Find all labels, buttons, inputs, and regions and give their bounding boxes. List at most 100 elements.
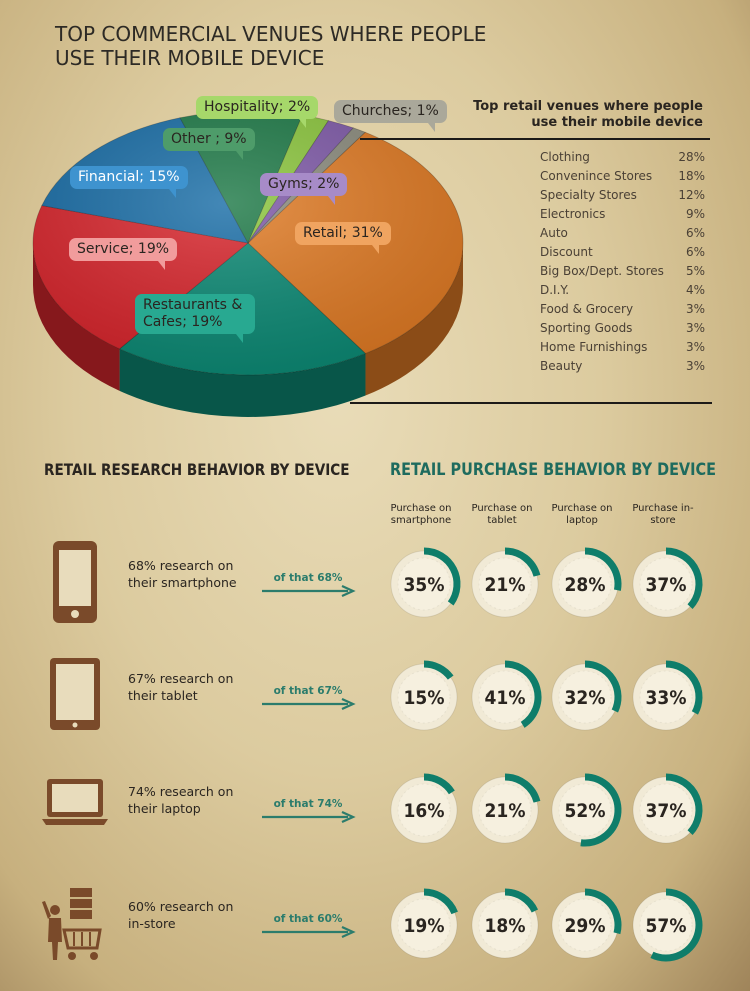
- donut-center: [558, 557, 612, 611]
- purchase-donut: 19%: [390, 888, 458, 959]
- research-text: 74% research on their laptop: [128, 784, 234, 816]
- retail-table-top-rule: [360, 138, 710, 140]
- retail-label: Home Furnishings: [540, 340, 648, 354]
- retail-row: Home Furnishings 3%: [540, 338, 705, 357]
- of-that-label: of that 74%: [273, 798, 343, 810]
- donut-arc: [665, 660, 703, 715]
- purchase-donut: 35%: [390, 547, 461, 618]
- retail-value: 6%: [685, 245, 705, 259]
- purchase-donut: 29%: [551, 888, 622, 959]
- callout-service: Service; 19%: [69, 238, 178, 270]
- donut-value: 18%: [485, 915, 526, 937]
- donut-value: 52%: [565, 800, 606, 822]
- donut-center: [639, 557, 693, 611]
- donut-value: 16%: [404, 800, 445, 822]
- retail-row: Discount 6%: [540, 243, 705, 262]
- retail-row: Clothing 28%: [540, 148, 705, 167]
- donut-center: [478, 898, 532, 952]
- arrow-icon: [262, 585, 356, 597]
- donut-center: [478, 557, 532, 611]
- purchase-donut: 52%: [551, 773, 622, 847]
- retail-label: Beauty: [540, 359, 583, 373]
- column-header: Purchase on smartphone: [390, 503, 452, 526]
- retail-row: D.I.Y. 4%: [540, 281, 705, 300]
- donut-arc: [584, 660, 622, 713]
- callout-retail: Retail; 31%: [295, 222, 391, 254]
- in-store-icon: [42, 888, 102, 960]
- smartphone-icon: [53, 541, 97, 623]
- donut-arc: [423, 547, 461, 606]
- retail-value: 3%: [685, 321, 705, 335]
- of-that-label: of that 67%: [273, 685, 343, 697]
- purchase-donut: 18%: [471, 888, 539, 959]
- arrow-icon: [262, 926, 356, 938]
- donut-center: [397, 898, 451, 952]
- purchase-donut: 33%: [632, 660, 703, 731]
- retail-row: Food & Grocery 3%: [540, 300, 705, 319]
- callout-hospitality: Hospitality; 2%: [196, 96, 319, 128]
- of-that-arrow: of that 74%: [260, 797, 356, 823]
- retail-value: 9%: [685, 207, 705, 221]
- donut-value: 19%: [404, 915, 445, 937]
- callout-restaurants-cafes: Restaurants & Cafes; 19%: [135, 294, 255, 343]
- donut-center: [558, 670, 612, 724]
- retail-value: 18%: [678, 169, 705, 183]
- tablet-icon: [50, 658, 100, 730]
- column-header: Purchase on tablet: [471, 503, 533, 526]
- purchase-donut: 15%: [390, 660, 458, 731]
- donut-arc: [580, 773, 622, 847]
- retail-value: 3%: [685, 302, 705, 316]
- donut-arc: [584, 547, 622, 591]
- column-header: Purchase on laptop: [551, 503, 613, 526]
- of-that-arrow: of that 67%: [260, 684, 356, 710]
- callout-other: Other ; 9%: [163, 128, 255, 160]
- retail-value: 12%: [678, 188, 705, 202]
- laptop-icon: [42, 779, 108, 825]
- arrow-icon: [262, 698, 356, 710]
- donut-arc: [504, 773, 541, 803]
- donut-value: 35%: [404, 574, 445, 596]
- retail-label: Discount: [540, 245, 593, 259]
- donut-arc: [423, 773, 455, 795]
- research-text: 67% research on their tablet: [128, 671, 234, 703]
- donut-center: [639, 898, 693, 952]
- donut-value: 33%: [646, 687, 687, 709]
- callout-financial: Financial; 15%: [70, 166, 188, 198]
- retail-label: Food & Grocery: [540, 302, 634, 316]
- chart-title: TOP COMMERCIAL VENUES WHERE PEOPLE USE T…: [55, 22, 487, 70]
- pie-side-retail: [365, 243, 463, 396]
- donut-center: [558, 898, 612, 952]
- purchase-donut: 57%: [632, 888, 703, 962]
- retail-label: Specialty Stores: [540, 188, 637, 202]
- retail-table-title: Top retail venues where people use their…: [473, 99, 703, 130]
- purchase-donut: 32%: [551, 660, 622, 731]
- donut-center: [639, 670, 693, 724]
- donut-arc: [504, 888, 539, 913]
- of-that-arrow: of that 68%: [260, 571, 356, 597]
- retail-value: 6%: [685, 226, 705, 240]
- retail-row: Auto 6%: [540, 224, 705, 243]
- donut-arc: [665, 547, 703, 609]
- research-text: 68% research on their smartphone: [128, 558, 237, 590]
- retail-value: 4%: [685, 283, 705, 297]
- purchase-donut: 37%: [632, 547, 703, 618]
- donut-arc: [423, 888, 458, 915]
- donut-center: [478, 670, 532, 724]
- callout-churches: Churches; 1%: [334, 100, 447, 132]
- retail-label: Electronics: [540, 207, 606, 221]
- donut-center: [397, 557, 451, 611]
- donut-arc: [504, 547, 541, 577]
- donut-center: [397, 783, 451, 837]
- column-header: Purchase in-store: [632, 503, 694, 526]
- retail-value: 5%: [685, 264, 705, 278]
- donut-arc: [650, 888, 703, 962]
- retail-row: Convenince Stores 18%: [540, 167, 705, 186]
- purchase-donut: 16%: [390, 773, 458, 844]
- retail-label: D.I.Y.: [540, 283, 570, 297]
- retail-label: Big Box/Dept. Stores: [540, 264, 664, 278]
- donut-arc: [584, 888, 622, 935]
- donut-arc: [504, 660, 542, 728]
- research-text: 60% research on in-store: [128, 899, 234, 931]
- retail-value: 3%: [685, 340, 705, 354]
- purchase-section-title: RETAIL PURCHASE BEHAVIOR BY DEVICE: [390, 460, 716, 480]
